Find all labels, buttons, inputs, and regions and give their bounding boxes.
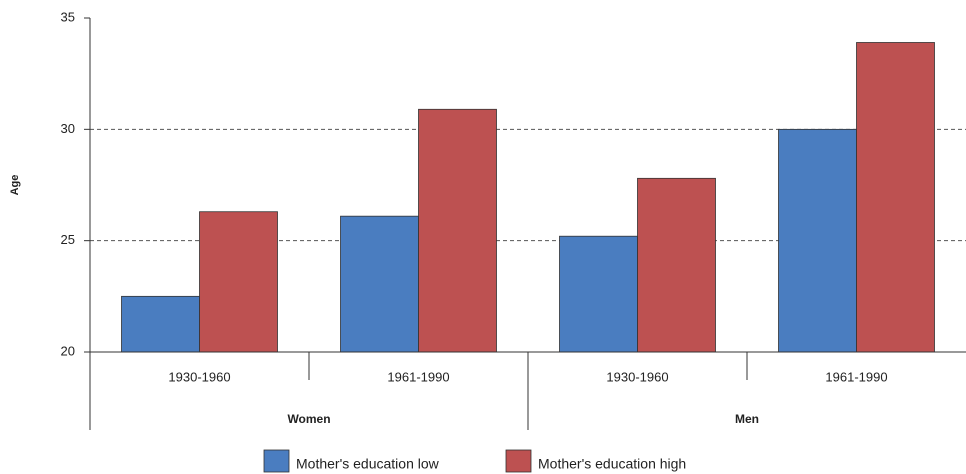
legend-label: Mother's education low [296,456,440,472]
y-tick-label: 20 [61,343,75,358]
group-label: Men [735,412,759,426]
group-label: Women [287,412,330,426]
bar [559,235,638,353]
y-tick-label: 25 [61,232,75,247]
bar [121,295,200,353]
y-axis-label: Age [9,175,21,196]
legend-label: Mother's education high [538,456,686,472]
y-tick-label: 30 [61,121,75,136]
x-tick-label: 1961-1990 [387,369,449,384]
bar [856,42,935,353]
legend-swatch [505,449,532,473]
x-tick-label: 1930-1960 [168,369,230,384]
x-tick-label: 1961-1990 [825,369,887,384]
bar [418,108,497,353]
legend-swatch [263,449,290,473]
bar [199,211,278,353]
bar [340,215,419,353]
y-tick-label: 35 [61,9,75,24]
x-tick-label: 1930-1960 [606,369,668,384]
bar [778,128,857,353]
bar [637,177,716,353]
